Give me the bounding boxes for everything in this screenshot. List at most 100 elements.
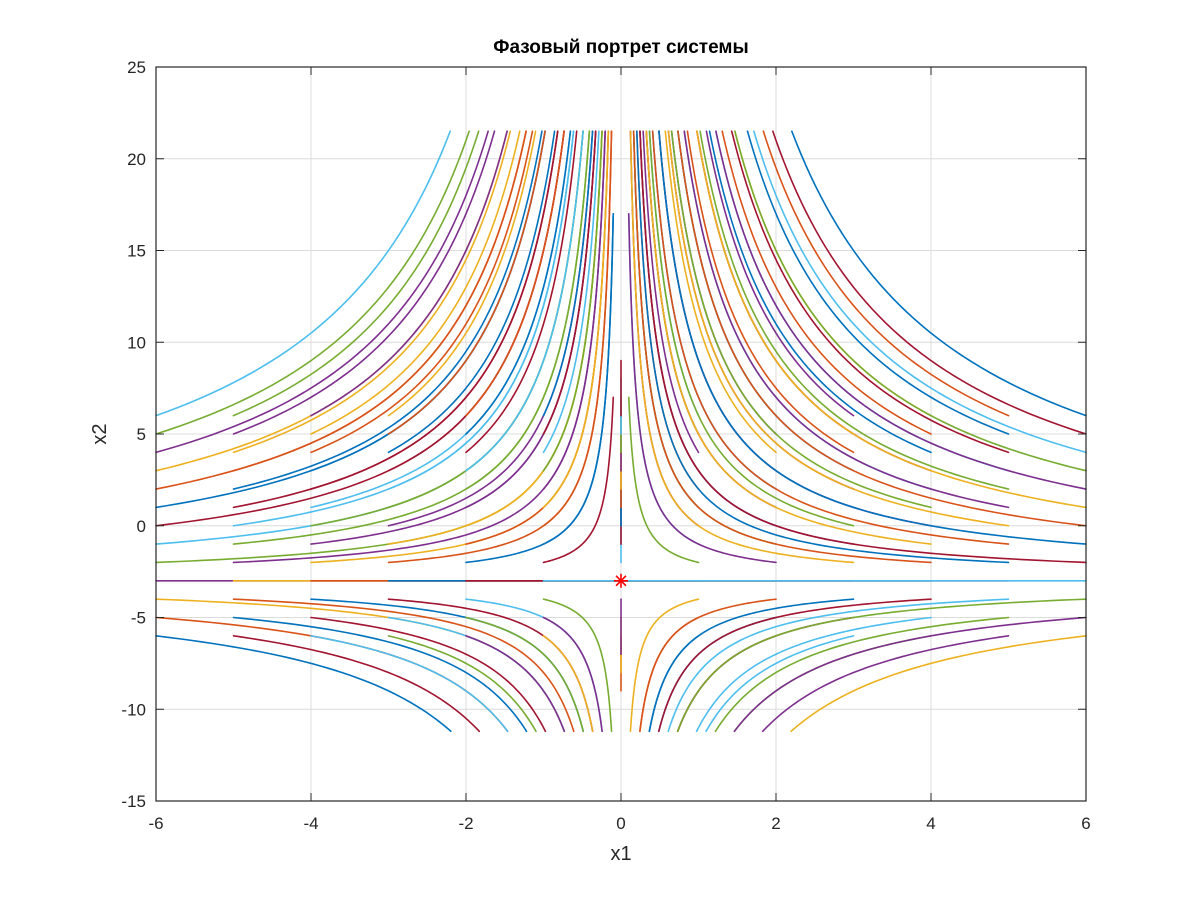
trajectory-line <box>705 130 855 417</box>
trajectory-line <box>465 616 584 733</box>
trajectory-line <box>639 130 1087 564</box>
trajectory-line <box>465 130 591 490</box>
trajectory-line <box>715 130 1087 490</box>
trajectory-line <box>542 130 603 472</box>
trajectory-line <box>465 130 572 435</box>
trajectory-line <box>465 635 566 733</box>
trajectory-line <box>155 130 451 417</box>
trajectory-line <box>542 130 610 509</box>
equilibrium-marker <box>614 573 628 588</box>
trajectory-line <box>664 130 777 454</box>
y-tick-label: -10 <box>121 700 146 719</box>
trajectory-line <box>542 213 615 545</box>
trajectory-line <box>629 130 855 564</box>
equilibrium-asterisk-icon <box>614 573 628 588</box>
trajectory-line <box>753 130 1087 454</box>
y-tick-label: 15 <box>127 242 146 261</box>
trajectory-line <box>232 635 481 733</box>
trajectory-line <box>683 130 1010 509</box>
trajectory-line <box>734 130 1087 472</box>
trajectory-line <box>310 635 509 733</box>
trajectory-line <box>667 598 1010 733</box>
trajectory-line <box>651 130 1010 545</box>
trajectory-line <box>676 598 1087 733</box>
trajectory-line <box>465 130 584 472</box>
trajectory-line <box>721 130 932 435</box>
trajectory-line <box>695 616 932 733</box>
trajectory-line <box>636 130 1010 564</box>
trajectory-line <box>714 616 1010 733</box>
trajectory-line <box>155 130 489 454</box>
trajectory-line <box>310 130 534 454</box>
trajectory-line <box>670 130 932 509</box>
trajectory-line <box>645 130 932 545</box>
trajectory-line <box>705 635 855 733</box>
trajectory-line <box>542 130 597 435</box>
trajectory-line <box>642 130 700 454</box>
trajectory-line <box>232 130 496 435</box>
trajectory-line <box>632 130 932 564</box>
trajectory-line <box>648 598 855 733</box>
y-tick-label: 5 <box>137 425 146 444</box>
trajectory-line <box>762 130 1010 417</box>
trajectory-line <box>790 635 1087 733</box>
trajectory-line <box>733 616 1087 733</box>
trajectory-line <box>387 635 537 733</box>
trajectory-line <box>542 396 615 564</box>
trajectory-line <box>761 635 1010 733</box>
trajectory-line <box>730 130 1010 454</box>
trajectory-line <box>699 130 1010 490</box>
trajectory-line <box>658 130 1087 545</box>
trajectory-line <box>696 130 1087 509</box>
y-axis-label: x2 <box>89 423 111 444</box>
x-tick-label: -4 <box>303 814 318 833</box>
trajectory-line <box>772 130 1087 435</box>
trajectory-line <box>686 130 855 454</box>
trajectory-line <box>677 130 1087 527</box>
x-tick-label: -6 <box>148 814 163 833</box>
trajectory-line <box>232 598 575 733</box>
trajectory-line <box>465 130 565 417</box>
trajectory-line <box>465 130 578 454</box>
trajectory-line <box>639 598 777 733</box>
trajectory-line <box>232 130 527 472</box>
trajectory-line <box>667 130 1010 527</box>
trajectory-line <box>387 130 546 435</box>
trajectory-line <box>542 130 606 490</box>
trajectory-line <box>310 130 508 417</box>
trajectory-line <box>627 396 700 564</box>
trajectory-line <box>310 130 559 490</box>
trajectory-line <box>232 130 480 417</box>
trajectories <box>155 130 1087 733</box>
y-tick-label: -15 <box>121 792 146 811</box>
x-tick-label: -2 <box>458 814 473 833</box>
trajectory-line <box>648 130 855 527</box>
x-tick-label: 6 <box>1081 814 1090 833</box>
y-tick-label: -5 <box>131 609 146 628</box>
trajectory-line <box>542 616 603 733</box>
trajectory-line <box>155 130 470 435</box>
x-tick-label: 2 <box>771 814 780 833</box>
trajectory-line <box>542 130 594 417</box>
trajectory-line <box>746 130 1010 435</box>
trajectory-line <box>708 130 932 454</box>
ticks: -6 -4 -2 0 2 4 6 -15 -10 -5 0 5 10 15 20 25 <box>121 58 1090 833</box>
trajectory-line <box>627 213 777 564</box>
y-tick-label: 20 <box>127 150 146 169</box>
x-tick-label: 4 <box>926 814 935 833</box>
x-tick-label: 0 <box>616 814 625 833</box>
trajectory-line <box>658 598 932 733</box>
trajectory-line <box>310 616 547 733</box>
chart-title: Фазовый портрет системы <box>493 37 748 58</box>
trajectory-line <box>232 130 512 454</box>
trajectory-line <box>155 635 452 733</box>
trajectory-line <box>232 616 528 733</box>
trajectory-line <box>791 130 1087 417</box>
trajectory-line <box>542 130 600 454</box>
y-tick-label: 10 <box>127 333 146 352</box>
x-axis-label: x1 <box>610 843 631 865</box>
trajectory-line <box>542 598 613 733</box>
asterisk-stroke <box>615 575 627 587</box>
trajectory-line <box>387 130 575 490</box>
